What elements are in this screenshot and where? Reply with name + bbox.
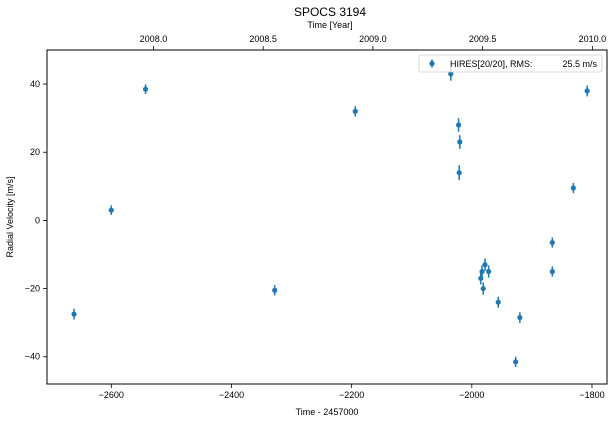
y-tick-label: 40: [30, 79, 40, 89]
plot-frame: [46, 49, 608, 385]
point-marker: [513, 359, 519, 365]
data-point: [71, 308, 77, 320]
point-marker: [457, 139, 463, 145]
data-points: [71, 67, 590, 367]
y-tick-label: 20: [30, 147, 40, 157]
data-point: [479, 265, 485, 278]
data-point: [482, 258, 488, 271]
point-marker: [455, 122, 462, 128]
y-tick-label: −20: [25, 284, 40, 294]
point-marker: [142, 86, 149, 92]
top-tick-label: 2009.0: [359, 34, 387, 44]
x-tick-label: −2000: [459, 390, 484, 400]
point-marker: [486, 268, 492, 275]
data-point: [517, 312, 523, 323]
top-tick-label: 2008.5: [249, 34, 277, 44]
chart-title: SPOCS 3194: [294, 5, 366, 19]
point-marker: [456, 170, 462, 176]
x-tick-label: −2600: [99, 390, 124, 400]
data-point: [457, 135, 463, 149]
point-marker: [108, 207, 114, 213]
point-marker: [272, 287, 278, 293]
x-tick-label: −1800: [579, 390, 604, 400]
data-point: [570, 182, 576, 194]
axis-ticks: −2600 −2400 −2200 −2000 −1800 −40 −20 0 20 40 2008…: [25, 34, 606, 400]
data-point: [584, 85, 590, 97]
top-tick-label: 2009.5: [469, 34, 497, 44]
data-point: [352, 106, 358, 117]
point-marker: [584, 88, 590, 94]
data-point: [272, 285, 278, 296]
data-point: [455, 118, 462, 132]
point-marker: [482, 262, 488, 268]
point-marker: [448, 71, 454, 77]
point-marker: [495, 299, 501, 305]
x-tick-label: −2400: [219, 390, 244, 400]
data-point: [480, 282, 486, 295]
legend-marker: [429, 60, 435, 67]
point-marker: [570, 185, 576, 191]
legend-series-label: HIRES[20/20], RMS:: [450, 59, 533, 69]
top-axis-label: Time [Year]: [307, 20, 352, 30]
data-point: [142, 84, 149, 94]
data-point: [513, 356, 519, 367]
point-marker: [479, 268, 485, 275]
y-axis-label: Radial Velocity [m/s]: [5, 176, 15, 257]
point-marker: [71, 311, 77, 317]
point-marker: [352, 108, 358, 114]
x-axis-label: Time - 2457000: [296, 407, 359, 417]
data-point: [486, 265, 492, 278]
data-point: [495, 296, 501, 308]
legend-rms-value: 25.5 m/s: [562, 59, 597, 69]
data-point: [549, 237, 555, 248]
legend-box: [418, 54, 603, 73]
data-point: [549, 266, 555, 277]
top-tick-label: 2010.0: [579, 34, 607, 44]
point-marker: [480, 285, 486, 292]
point-marker: [549, 239, 555, 246]
point-marker: [549, 268, 555, 275]
point-marker: [517, 314, 523, 321]
data-point: [456, 165, 462, 181]
x-tick-label: −2200: [339, 390, 364, 400]
top-tick-label: 2008.0: [140, 34, 168, 44]
y-tick-label: 0: [35, 215, 40, 225]
data-point: [108, 205, 114, 215]
legend: HIRES[20/20], RMS: 25.5 m/s: [418, 54, 603, 73]
y-tick-label: −40: [25, 352, 40, 362]
